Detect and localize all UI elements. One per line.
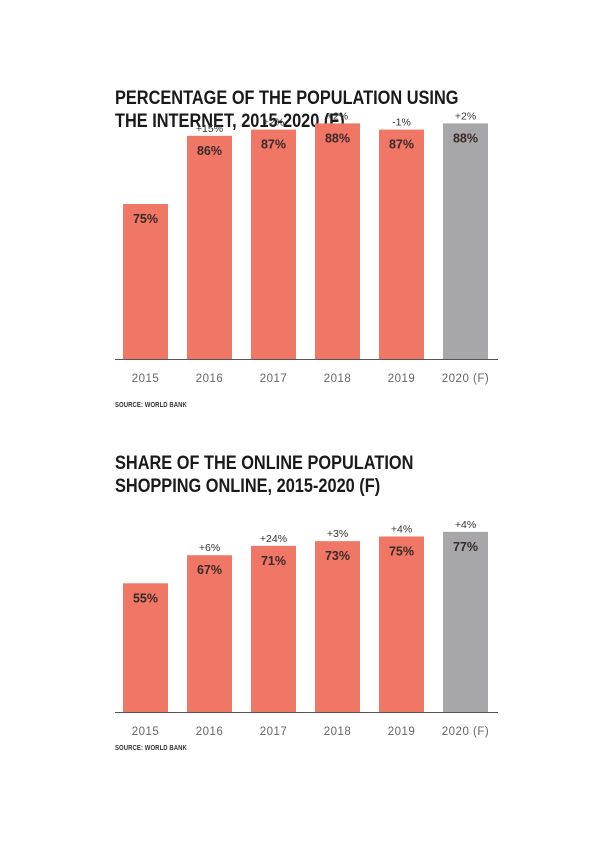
- chart1-change-label-2: +2%: [263, 117, 284, 129]
- chart1-title-line1: PERCENTAGE OF THE POPULATION USING: [115, 88, 459, 109]
- chart2-value-label-5: 77%: [453, 540, 478, 554]
- chart2-bar-1: [187, 555, 232, 712]
- chart1-value-label-2: 87%: [261, 138, 286, 152]
- chart1-value-label-1: 86%: [197, 144, 222, 158]
- chart1-value-label-3: 88%: [325, 131, 350, 145]
- chart1-value-label-4: 87%: [389, 138, 414, 152]
- chart2-bar-4: [379, 536, 424, 712]
- chart2-change-label-5: +4%: [455, 519, 476, 531]
- chart2-value-label-4: 75%: [389, 545, 414, 559]
- chart2-value-label-3: 73%: [325, 549, 350, 563]
- chart1-bar-5: [443, 123, 488, 360]
- chart1-bar-3: [315, 123, 360, 360]
- chart2-x-tick-3: 2018: [324, 726, 352, 738]
- chart2-title-line2: SHOPPING ONLINE, 2015-2020 (F): [115, 476, 381, 497]
- chart2-title: SHARE OF THE ONLINE POPULATION SHOPPING …: [115, 452, 413, 498]
- chart1-value-label-5: 88%: [453, 131, 478, 145]
- chart1-bar-0: [123, 204, 168, 359]
- chart2-value-label-0: 55%: [133, 591, 158, 605]
- chart2-x-tick-0: 2015: [132, 726, 160, 738]
- chart1-change-label-1: +15%: [196, 123, 223, 135]
- chart1-bar-4: [379, 129, 424, 359]
- chart1-change-label-5: +2%: [455, 110, 476, 122]
- chart2-bar-3: [315, 541, 360, 712]
- chart2-change-label-4: +4%: [391, 524, 412, 536]
- chart2-change-label-2: +24%: [260, 533, 287, 545]
- chart1-x-tick-1: 2016: [196, 373, 224, 385]
- chart1-change-label-4: -1%: [392, 117, 411, 129]
- chart2-bar-0: [123, 583, 168, 712]
- chart1-x-tick-3: 2018: [324, 373, 352, 385]
- chart1-bar-chart: 75% 2015 86% +15% 2016 87% +2% 2017 88% +2% 2018 87…: [115, 110, 498, 385]
- chart2-change-label-3: +3%: [327, 528, 348, 540]
- chart2-bar-5: [443, 531, 488, 712]
- chart1-change-label-3: +2%: [327, 110, 348, 122]
- chart2-x-tick-5: 2020 (F): [442, 726, 489, 738]
- chart2-x-tick-4: 2019: [388, 726, 416, 738]
- chart1-bar-2: [251, 129, 296, 359]
- chart2-x-tick-1: 2016: [196, 726, 224, 738]
- chart1-title: PERCENTAGE OF THE POPULATION USING THE I…: [115, 87, 458, 133]
- chart2-bar-chart: 55% 2015 67% +6% 2016 71% +24% 2017 73% +3% 2018 75…: [115, 519, 498, 738]
- chart1-title-line2: THE INTERNET, 2015-2020 (F): [115, 111, 345, 132]
- chart1-x-tick-0: 2015: [132, 373, 160, 385]
- chart2-source: SOURCE: WORLD BANK: [115, 745, 187, 752]
- chart1-bar-1: [187, 135, 232, 359]
- chart2-value-label-1: 67%: [197, 563, 222, 577]
- chart1-value-label-0: 75%: [133, 212, 158, 226]
- chart2-change-label-1: +6%: [199, 542, 220, 554]
- chart2-title-line1: SHARE OF THE ONLINE POPULATION: [115, 453, 414, 474]
- chart1-source: SOURCE: WORLD BANK: [115, 402, 187, 409]
- chart1-x-tick-4: 2019: [388, 373, 416, 385]
- chart1-x-tick-2: 2017: [260, 373, 288, 385]
- chart2-x-tick-2: 2017: [260, 726, 288, 738]
- chart2-value-label-2: 71%: [261, 554, 286, 568]
- chart2-bar-2: [251, 545, 296, 712]
- chart1-x-tick-5: 2020 (F): [442, 373, 489, 385]
